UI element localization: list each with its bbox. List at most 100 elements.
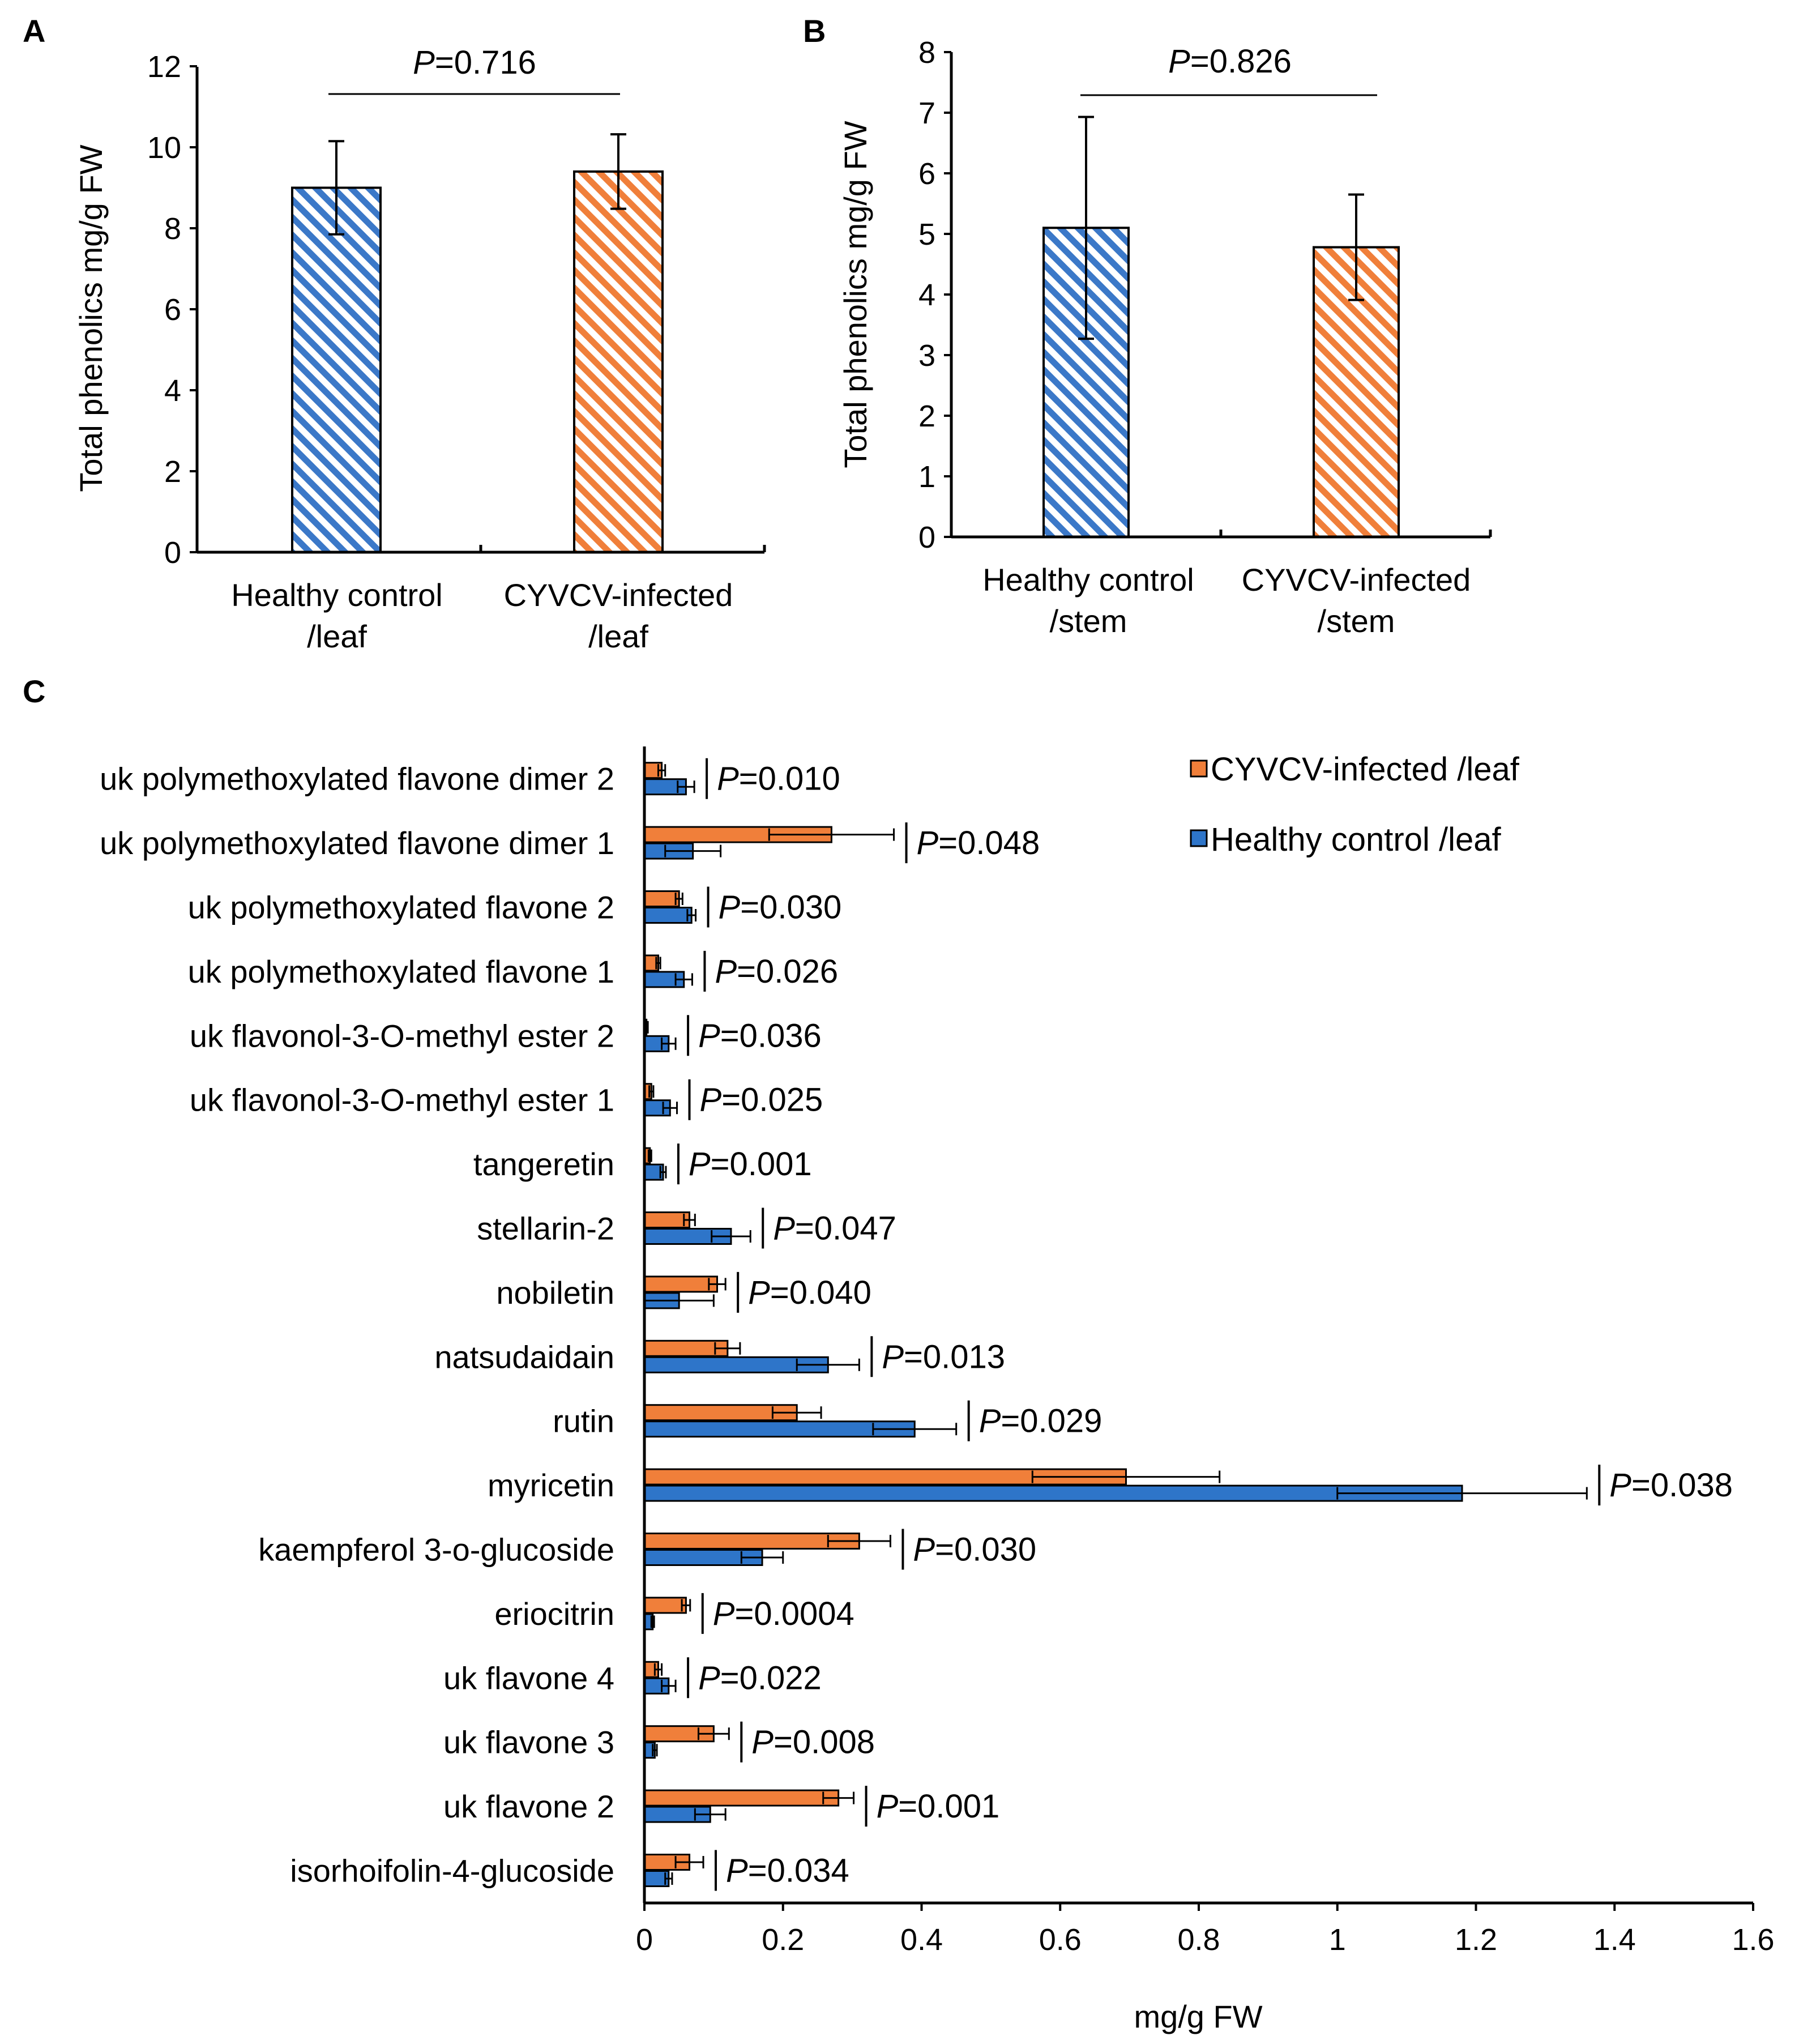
y-tick-label: 2 xyxy=(164,455,181,489)
p-value-prefix: P xyxy=(882,1338,904,1375)
p-value-number: =0.036 xyxy=(720,1017,822,1054)
p-value-prefix: P xyxy=(715,953,737,990)
x-tick-label: 0 xyxy=(636,1923,653,1957)
panel-b-category-sublabel: /stem xyxy=(1318,603,1395,639)
panel-a-category-0: Healthy control /leaf xyxy=(231,577,443,654)
row-13: eriocitrin P=0.0004 xyxy=(494,1593,854,1634)
panel-b: B Total phenolics mg/g FW 0 1 2 3 4 5 6 7 8 P=0.… xyxy=(803,13,1492,639)
category-label: uk flavone 4 xyxy=(443,1660,614,1696)
row-14: uk flavone 4 P=0.022 xyxy=(443,1657,822,1699)
panel-b-bars xyxy=(1042,116,1400,538)
p-value-label: P=0.030 xyxy=(719,889,842,926)
bar-infected xyxy=(643,1789,840,1807)
y-tick-label: 0 xyxy=(164,536,181,570)
legend-label-healthy: Healthy control /leaf xyxy=(1211,821,1501,858)
p-value-label: P=0.048 xyxy=(917,825,1040,861)
p-value-label: P=0.029 xyxy=(979,1403,1103,1440)
panel-b-category-label: CYVCV-infected xyxy=(1242,562,1471,598)
y-tick-label: 4 xyxy=(164,374,181,408)
panel-a: A Total phenolics mg/g FW 0 2 4 6 8 10 12 P=0.… xyxy=(23,13,766,654)
p-value-number: =0.026 xyxy=(737,953,838,990)
legend-entry-healthy: Healthy control /leaf xyxy=(1190,821,1501,858)
p-value-label: P=0.013 xyxy=(882,1338,1005,1375)
y-tick-label: 8 xyxy=(164,212,181,246)
p-value-prefix: P xyxy=(917,825,939,861)
p-value-prefix: P xyxy=(726,1853,748,1889)
p-value-number: =0.001 xyxy=(898,1788,999,1825)
row-10: rutin P=0.029 xyxy=(553,1400,1103,1441)
category-label: myricetin xyxy=(488,1467,614,1503)
legend-swatch-infected xyxy=(1190,759,1208,778)
category-label: isorhoifolin-4-glucoside xyxy=(290,1853,614,1889)
y-tick-label: 1 xyxy=(918,460,935,494)
p-value-number: =0.010 xyxy=(739,761,840,797)
y-tick-label: 6 xyxy=(918,157,935,191)
panel-b-y-ticks: 0 1 2 3 4 5 6 7 8 xyxy=(918,36,951,554)
y-tick-label: 7 xyxy=(918,96,935,130)
panel-c-x-ticks: 0 0.2 0.4 0.6 0.8 1 1.2 1.4 1.6 xyxy=(636,1903,1775,1957)
p-value-label: P=0.030 xyxy=(913,1531,1036,1568)
panel-b-pvalue: P=0.826 xyxy=(1168,43,1292,80)
bar-infected xyxy=(643,1211,691,1228)
panel-a-category-label: CYVCV-infected xyxy=(504,577,733,613)
category-label: kaempferol 3-o-glucoside xyxy=(258,1532,614,1568)
row-1: uk polymethoxylated flavone dimer 1 P=0.0… xyxy=(100,822,1040,864)
row-3: uk polymethoxylated flavone 1 P=0.026 xyxy=(188,950,838,992)
y-tick-label: 5 xyxy=(918,217,935,251)
bar-infected xyxy=(643,1533,860,1550)
bar-1 xyxy=(573,170,664,553)
p-value-number: =0.040 xyxy=(770,1274,871,1311)
p-value-number: =0.030 xyxy=(740,889,841,926)
p-value-label: P=0.001 xyxy=(689,1146,812,1183)
p-value-prefix: P xyxy=(713,1595,735,1632)
row-17: isorhoifolin-4-glucoside P=0.034 xyxy=(290,1850,849,1891)
row-9: natsudaidain P=0.013 xyxy=(434,1336,1005,1377)
panel-c-letter: C xyxy=(23,673,45,709)
p-value-number: =0.038 xyxy=(1631,1467,1733,1504)
row-7: stellarin-2 P=0.047 xyxy=(477,1207,896,1249)
p-value-number: =0.048 xyxy=(938,825,1040,861)
p-value-label: P=0.0004 xyxy=(713,1595,854,1632)
x-tick-label: 1.2 xyxy=(1455,1923,1497,1957)
p-value-number: =0.001 xyxy=(711,1146,812,1183)
category-label: uk flavone 3 xyxy=(443,1725,614,1760)
row-4: uk flavonol-3-O-methyl ester 2 P=0.036 xyxy=(190,1015,822,1056)
y-tick-label: 4 xyxy=(918,278,935,312)
p-value-number: =0.0004 xyxy=(734,1595,854,1632)
p-value-label: P=0.047 xyxy=(773,1210,896,1247)
legend-entry-infected: CYVCV-infected /leaf xyxy=(1190,751,1520,788)
panel-a-y-ticks: 0 2 4 6 8 10 12 xyxy=(147,50,197,570)
category-label: uk flavone 2 xyxy=(443,1789,614,1824)
p-value-number: =0.034 xyxy=(748,1853,849,1889)
p-value-prefix: P xyxy=(689,1146,711,1183)
p-value-prefix: P xyxy=(717,761,739,797)
p-value-label: P=0.025 xyxy=(700,1082,823,1119)
p-value-prefix: P xyxy=(979,1403,1001,1440)
panel-c-xlabel: mg/g FW xyxy=(1134,1999,1262,2034)
row-8: nobiletin P=0.040 xyxy=(496,1271,871,1313)
panel-b-ylabel: Total phenolics mg/g FW xyxy=(837,121,873,468)
p-value-number: =0.029 xyxy=(1001,1403,1102,1440)
row-11: myricetin P=0.038 xyxy=(488,1465,1733,1506)
category-label: uk polymethoxylated flavone 2 xyxy=(188,890,614,925)
panel-b-letter: B xyxy=(803,13,826,49)
bar-infected xyxy=(643,1339,729,1357)
p-value-label: P=0.040 xyxy=(748,1274,871,1311)
row-2: uk polymethoxylated flavone 2 P=0.030 xyxy=(188,886,842,928)
x-tick-label: 0.4 xyxy=(900,1923,943,1957)
x-tick-label: 1.6 xyxy=(1732,1923,1774,1957)
p-value-prefix: P xyxy=(698,1659,720,1696)
panel-b-category-0: Healthy control /stem xyxy=(982,562,1194,639)
panel-a-category-sublabel: /leaf xyxy=(588,618,648,654)
y-tick-label: 2 xyxy=(918,399,935,433)
p-value-prefix: P xyxy=(877,1788,899,1825)
x-tick-label: 1.4 xyxy=(1593,1923,1636,1957)
panel-b-category-1: CYVCV-infected /stem xyxy=(1242,562,1471,639)
p-value-number: =0.022 xyxy=(720,1659,822,1696)
category-label: uk polymethoxylated flavone dimer 2 xyxy=(100,761,614,797)
category-label: uk flavonol-3-O-methyl ester 2 xyxy=(190,1018,614,1053)
p-value-prefix: P xyxy=(698,1017,720,1054)
panel-a-bars xyxy=(291,133,664,553)
p-value-prefix: P xyxy=(700,1082,722,1119)
p-value-prefix: P xyxy=(751,1724,774,1761)
